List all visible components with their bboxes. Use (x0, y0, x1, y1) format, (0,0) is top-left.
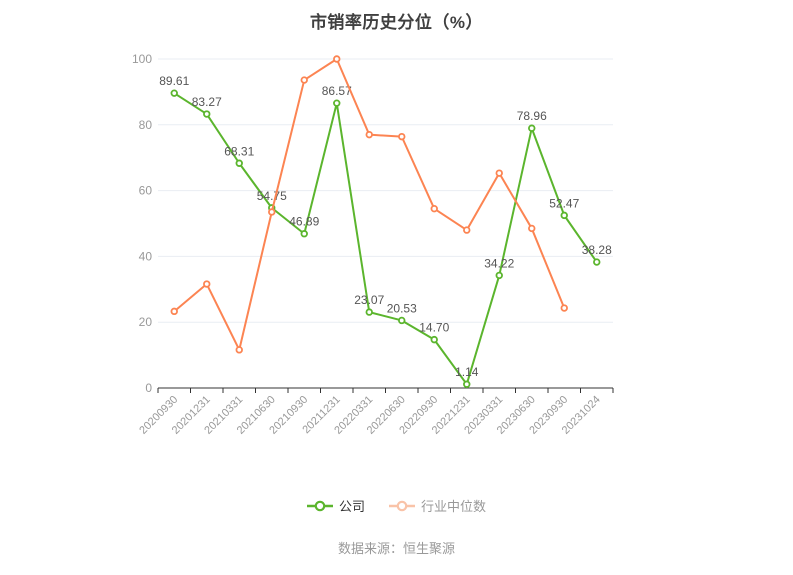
data-point[interactable] (528, 224, 536, 233)
chart-legend: 公司 行业中位数 (0, 496, 793, 515)
legend-item-industry-median[interactable]: 行业中位数 (389, 496, 486, 515)
data-point-label: 46.89 (289, 215, 319, 229)
data-point[interactable] (463, 380, 471, 388)
data-point[interactable] (235, 346, 243, 354)
data-point[interactable] (365, 130, 373, 139)
data-point[interactable] (170, 307, 178, 316)
data-point-label: 86.57 (322, 84, 352, 98)
data-point[interactable] (268, 208, 276, 216)
data-point[interactable] (333, 99, 341, 107)
data-point[interactable] (398, 316, 406, 325)
data-point-label: 54.75 (257, 189, 287, 203)
data-point-label: 38.28 (582, 243, 612, 257)
data-point[interactable] (528, 124, 536, 132)
data-source-note: 数据来源：恒生聚源 (337, 541, 455, 556)
data-point[interactable] (365, 308, 373, 316)
data-point-label: 14.70 (419, 321, 449, 335)
data-point-label: 20.53 (387, 301, 417, 315)
data-point[interactable] (300, 230, 308, 238)
legend-line-marker-icon (389, 500, 415, 511)
legend-item-company[interactable]: 公司 (306, 496, 365, 515)
data-point[interactable] (463, 226, 471, 234)
data-point[interactable] (203, 110, 211, 118)
y-axis-tick-label: 0 (145, 381, 152, 395)
data-point[interactable] (398, 132, 406, 141)
data-point[interactable] (560, 304, 568, 312)
data-point[interactable] (430, 335, 438, 344)
legend-line-marker-icon (306, 500, 333, 511)
legend-label: 行业中位数 (421, 499, 487, 514)
data-point[interactable] (430, 204, 438, 213)
y-axis-tick-label: 80 (139, 118, 153, 132)
data-point[interactable] (560, 211, 568, 220)
data-point[interactable] (495, 271, 503, 280)
data-point[interactable] (593, 258, 601, 266)
data-point-label: 1.14 (455, 365, 479, 379)
series-line-公司 (173, 92, 598, 386)
data-point[interactable] (333, 55, 341, 63)
data-point-label: 68.31 (224, 144, 254, 158)
y-axis-tick-label: 20 (139, 315, 153, 329)
chart-title: 市销率历史分位（%） (309, 13, 484, 32)
data-point-label: 89.61 (159, 74, 189, 88)
data-point-label: 23.07 (354, 293, 384, 307)
data-point[interactable] (203, 280, 211, 288)
data-point-label: 34.22 (484, 256, 514, 270)
data-point[interactable] (495, 169, 503, 177)
data-point[interactable] (170, 89, 178, 97)
data-point[interactable] (235, 159, 243, 167)
y-axis-tick-label: 40 (139, 249, 153, 263)
legend-label: 公司 (338, 499, 365, 514)
data-point-label: 78.96 (517, 109, 547, 123)
data-point[interactable] (300, 76, 308, 84)
y-axis-tick-label: 100 (132, 52, 152, 66)
data-point-label: 83.27 (192, 95, 222, 109)
data-point-label: 52.47 (549, 196, 579, 210)
y-axis-tick-label: 60 (139, 184, 153, 198)
